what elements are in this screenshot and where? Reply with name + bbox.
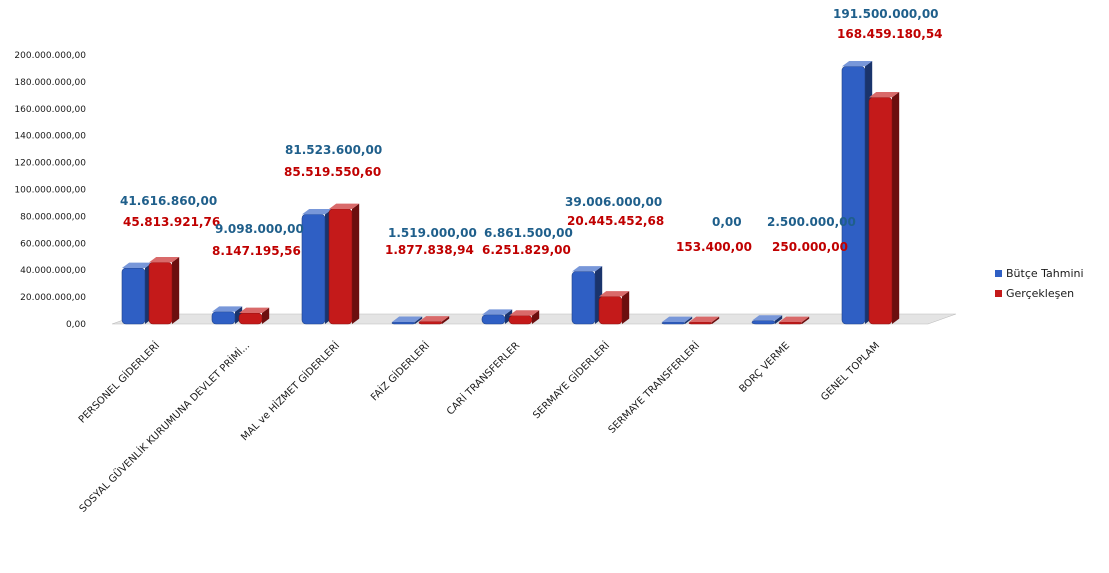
bar-top-0-6 [662, 316, 693, 322]
y-tick-label: 40.000.000,00 [20, 266, 86, 276]
bar-budget-1 [211, 311, 236, 325]
legend: Bütçe Tahmini Gerçekleşen [995, 263, 1084, 303]
bar-budget-7 [751, 320, 776, 325]
y-tick-label: 60.000.000,00 [20, 239, 86, 249]
category-label-6: SERMAYE TRANSFERLERİ [605, 339, 702, 436]
label-actual-8: 168.459.180,54 [837, 27, 943, 41]
bar-side-1-8 [892, 92, 900, 324]
bar-top-0-5 [572, 266, 603, 272]
bar-side-1-0 [172, 256, 180, 324]
bar-top-1-3 [419, 316, 450, 322]
bar-top-1-6 [689, 316, 720, 322]
label-budget-4: 6.861.500,00 [484, 226, 573, 240]
label-budget-0: 41.616.860,00 [120, 194, 217, 208]
bar-side-0-7 [775, 315, 783, 324]
bar-side-1-5 [622, 291, 630, 324]
bar-top-0-0 [122, 262, 153, 269]
bar-budget-3 [391, 321, 416, 325]
bar-top-1-2 [329, 203, 360, 209]
category-label-3: FAİZ GİDERLERİ [368, 339, 432, 403]
label-budget-7: 2.500.000,00 [767, 215, 856, 229]
category-label-7: BORÇ VERME [738, 340, 793, 395]
y-tick-label: 0,00 [66, 320, 86, 330]
bar-actual-3 [418, 321, 443, 325]
legend-swatch-actual [995, 289, 1002, 297]
label-actual-5: 20.445.452,68 [567, 214, 664, 228]
bar-side-0-3 [415, 316, 423, 324]
bar-side-1-2 [352, 203, 360, 324]
bar-budget-4 [481, 314, 506, 325]
category-label-5: SERMAYE GİDERLERİ [530, 339, 612, 421]
bar-actual-6 [688, 321, 713, 325]
label-budget-2: 81.523.600,00 [285, 143, 382, 157]
bar-side-0-4 [505, 309, 513, 324]
label-actual-4: 6.251.829,00 [482, 243, 571, 257]
label-budget-5: 39.006.000,00 [565, 195, 662, 209]
bar-actual-2 [328, 208, 353, 325]
bar-top-0-3 [392, 316, 423, 322]
bar-top-1-5 [599, 291, 630, 297]
label-actual-3: 1.877.838,94 [385, 243, 474, 257]
label-actual-7: 250.000,00 [772, 240, 848, 254]
bar-actual-7 [778, 321, 803, 325]
bar-top-0-7 [752, 315, 783, 321]
bar-top-0-1 [212, 306, 243, 312]
y-tick-label: 80.000.000,00 [20, 212, 86, 222]
label-budget-1: 9.098.000,00 [215, 222, 304, 236]
bar-top-1-1 [239, 307, 270, 314]
category-label-4: CARİ TRANSFERLER [444, 339, 523, 418]
category-label-1: SOSYAL GÜVENLİK KURUMUNA DEVLET PRİMİ... [76, 339, 252, 515]
category-label-8: GENEL TOPLAM [819, 340, 882, 403]
label-budget-6: 0,00 [712, 215, 742, 229]
bar-actual-8 [868, 97, 893, 325]
bar-side-1-1 [262, 307, 270, 324]
legend-item-budget: Bütçe Tahmini [995, 263, 1084, 283]
legend-label-budget: Bütçe Tahmini [1006, 266, 1084, 280]
legend-item-actual: Gerçekleşen [995, 283, 1084, 303]
bar-top-0-4 [482, 309, 513, 315]
y-tick-label: 100.000.000,00 [14, 186, 86, 196]
bar-budget-8 [841, 66, 866, 325]
y-tick-label: 20.000.000,00 [20, 293, 86, 303]
category-label-2: MAL ve HİZMET GİDERLERİ [238, 339, 342, 443]
label-budget-8: 191.500.000,00 [833, 7, 939, 21]
y-tick-label: 140.000.000,00 [14, 132, 86, 142]
bar-top-0-2 [302, 208, 333, 215]
label-actual-1: 8.147.195,56 [212, 244, 301, 258]
legend-swatch-budget [995, 269, 1002, 277]
bar-side-1-4 [532, 310, 540, 324]
y-tick-label: 180.000.000,00 [14, 78, 86, 88]
bar-actual-4 [508, 315, 533, 325]
legend-label-actual: Gerçekleşen [1006, 286, 1075, 300]
bar-budget-2 [301, 214, 326, 325]
y-tick-label: 120.000.000,00 [14, 159, 86, 169]
label-actual-6: 153.400,00 [676, 240, 752, 254]
bar-side-1-6 [712, 316, 720, 324]
bar-top-1-7 [779, 316, 810, 322]
bar-top-1-0 [149, 256, 180, 263]
y-tick-label: 200.000.000,00 [14, 51, 86, 61]
label-actual-2: 85.519.550,60 [284, 165, 381, 179]
label-actual-0: 45.813.921,76 [123, 215, 220, 229]
y-tick-label: 160.000.000,00 [14, 105, 86, 115]
bar-budget-0 [121, 267, 146, 325]
bar-actual-5 [598, 296, 623, 325]
label-budget-3: 1.519.000,00 [388, 226, 477, 240]
bar-side-0-6 [685, 316, 693, 324]
bar-side-1-7 [802, 316, 810, 324]
bar-budget-5 [571, 271, 596, 325]
bar-side-1-3 [442, 316, 450, 324]
bar-budget-6 [661, 321, 686, 325]
category-label-0: PERSONEL GİDERLERİ [75, 339, 162, 426]
bar-top-0-8 [842, 61, 873, 67]
bar-actual-0 [148, 262, 173, 325]
bar-actual-1 [238, 312, 263, 325]
bar-top-1-4 [509, 310, 540, 316]
bar-top-1-8 [869, 92, 900, 98]
